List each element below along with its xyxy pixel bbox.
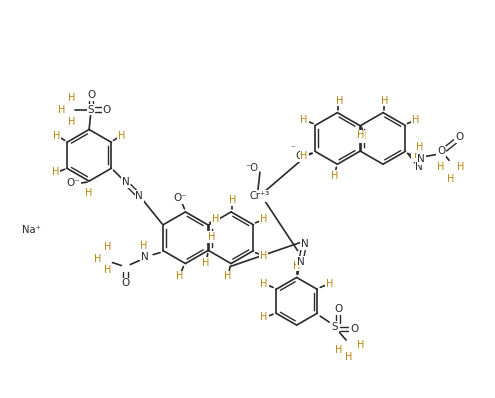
Text: H: H xyxy=(260,251,267,261)
Text: H: H xyxy=(416,142,423,152)
Text: O: O xyxy=(295,151,303,161)
Text: Cr⁺³: Cr⁺³ xyxy=(250,191,270,201)
Text: H: H xyxy=(414,150,421,160)
Text: O⁻: O⁻ xyxy=(66,178,80,188)
Text: H: H xyxy=(336,96,343,106)
Text: H: H xyxy=(358,133,366,142)
Text: H: H xyxy=(346,352,353,362)
Text: H: H xyxy=(412,151,419,161)
Text: H: H xyxy=(176,271,183,281)
Text: H: H xyxy=(94,254,101,263)
Text: H: H xyxy=(300,151,308,161)
Text: S: S xyxy=(88,105,95,115)
Text: O: O xyxy=(103,105,111,115)
Text: H: H xyxy=(202,258,209,267)
Text: ⁻: ⁻ xyxy=(291,144,296,153)
Text: H: H xyxy=(457,162,465,172)
Text: N: N xyxy=(142,252,149,261)
Text: O⁻: O⁻ xyxy=(174,193,187,203)
Text: H: H xyxy=(357,340,365,350)
Text: H: H xyxy=(326,279,333,289)
Text: N: N xyxy=(415,162,423,172)
Text: O: O xyxy=(121,279,130,289)
Text: H: H xyxy=(207,232,215,242)
Text: H: H xyxy=(447,174,455,184)
Text: H: H xyxy=(300,115,308,125)
Text: H: H xyxy=(86,188,93,198)
Text: H: H xyxy=(212,214,219,224)
Text: H: H xyxy=(229,195,237,205)
Text: H: H xyxy=(260,214,267,224)
Text: O: O xyxy=(350,324,358,334)
Text: H: H xyxy=(381,96,389,106)
Text: H: H xyxy=(104,265,111,275)
Text: H: H xyxy=(118,131,125,141)
Text: H: H xyxy=(53,131,60,141)
Text: O: O xyxy=(455,133,463,142)
Text: H: H xyxy=(356,131,364,140)
Text: H: H xyxy=(52,167,59,177)
Text: H: H xyxy=(67,117,75,127)
Text: H: H xyxy=(57,105,65,115)
Text: H: H xyxy=(412,115,419,125)
Text: H: H xyxy=(260,279,268,289)
Text: H: H xyxy=(104,242,111,252)
Text: O: O xyxy=(334,304,342,314)
Text: Na⁺: Na⁺ xyxy=(22,225,41,235)
Text: H: H xyxy=(336,345,343,355)
Text: H: H xyxy=(293,261,300,271)
Text: H: H xyxy=(331,171,338,181)
Text: H: H xyxy=(67,93,75,103)
Text: H: H xyxy=(438,162,445,172)
Text: ⁻O: ⁻O xyxy=(246,163,258,173)
Text: O: O xyxy=(437,146,446,156)
Text: N: N xyxy=(297,257,304,267)
Text: H: H xyxy=(260,312,268,322)
Text: N: N xyxy=(121,177,129,187)
Text: N: N xyxy=(417,154,425,164)
Text: S: S xyxy=(332,322,339,332)
Text: H: H xyxy=(224,271,232,281)
Text: O: O xyxy=(87,90,95,100)
Text: H: H xyxy=(140,241,147,251)
Text: N: N xyxy=(136,191,143,201)
Text: N: N xyxy=(301,239,308,249)
